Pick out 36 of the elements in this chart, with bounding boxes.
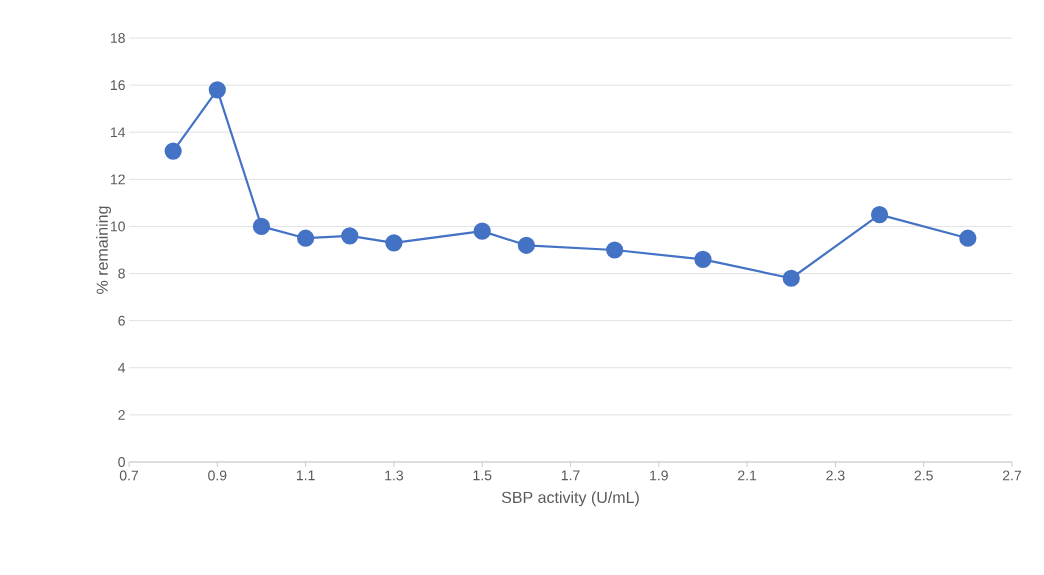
y-tick-label: 6: [118, 315, 125, 326]
x-tick-label: 2.3: [826, 470, 845, 481]
point: [694, 250, 712, 269]
point: [870, 206, 889, 224]
point: [517, 236, 535, 254]
y-tick-label: 2: [118, 409, 125, 420]
point: [208, 81, 226, 99]
y-tick-label: 16: [110, 80, 125, 91]
x-tick-label: 1.3: [385, 470, 404, 481]
y-tick-label: 4: [118, 362, 126, 373]
x-tick-label: 0.9: [208, 470, 227, 481]
y-tick-label: 10: [110, 221, 125, 232]
x-tick-label: 2.1: [738, 470, 757, 481]
x-axis-title: SBP activity (U/mL): [501, 491, 639, 507]
point: [252, 217, 271, 236]
point: [341, 227, 359, 245]
point: [473, 222, 491, 240]
y-tick-label: 12: [110, 174, 125, 185]
y-tick-label: 18: [110, 33, 125, 43]
x-tick-label: 1.7: [561, 470, 580, 481]
point: [164, 142, 182, 160]
y-axis-title: % remaining: [96, 206, 112, 294]
x-tick-label: 1.1: [296, 470, 315, 481]
y-tick-label: 8: [118, 268, 125, 279]
x-tick-label: 2.5: [914, 470, 933, 481]
x-tick-label: 0.7: [119, 470, 139, 481]
x-tick-label: 1.5: [473, 470, 492, 481]
point: [385, 234, 403, 252]
point: [606, 241, 624, 259]
y-tick-label: 14: [110, 127, 126, 138]
point: [959, 229, 977, 247]
x-tick-label: 2.7: [1002, 470, 1022, 481]
point: [297, 229, 315, 247]
x-tick-label: 1.9: [650, 470, 668, 481]
y-tick-label: 0: [118, 457, 125, 467]
point: [782, 269, 800, 287]
